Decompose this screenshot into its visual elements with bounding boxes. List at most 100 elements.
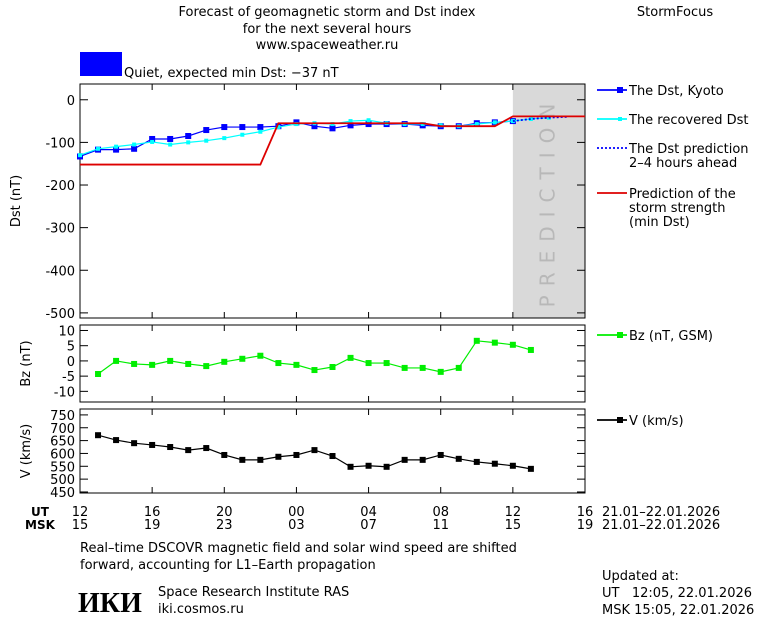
y-tick-label: 0 bbox=[67, 355, 75, 370]
data-point bbox=[491, 339, 498, 346]
data-point bbox=[509, 462, 516, 469]
data-point bbox=[203, 127, 210, 134]
data-point bbox=[276, 125, 281, 130]
legend-label: V (km/s) bbox=[629, 414, 684, 429]
data-point bbox=[257, 456, 264, 463]
legend-label: The Dst prediction bbox=[628, 142, 749, 157]
data-point bbox=[113, 437, 120, 444]
data-point bbox=[114, 144, 119, 149]
data-point bbox=[366, 118, 371, 123]
data-point bbox=[185, 133, 192, 139]
data-point bbox=[527, 346, 534, 353]
data-point bbox=[204, 138, 209, 143]
data-point bbox=[95, 432, 102, 439]
y-tick-label: 500 bbox=[50, 473, 75, 488]
data-point bbox=[258, 129, 263, 134]
y-axis-label: Dst (nT) bbox=[9, 175, 24, 227]
data-point bbox=[311, 123, 318, 130]
data-point bbox=[329, 453, 336, 460]
data-point bbox=[167, 357, 174, 364]
legend-marker bbox=[618, 117, 622, 121]
updated-line: UT 12:05, 22.01.2026 bbox=[602, 586, 752, 601]
data-point bbox=[347, 122, 354, 129]
data-point bbox=[186, 140, 191, 145]
data-point bbox=[311, 447, 318, 454]
data-point bbox=[131, 440, 138, 447]
data-point bbox=[131, 145, 138, 152]
y-tick-label: 700 bbox=[50, 422, 75, 437]
x-tick-label: 20 bbox=[216, 505, 233, 520]
status-swatch bbox=[80, 52, 122, 76]
data-point bbox=[149, 441, 156, 448]
data-point bbox=[528, 116, 533, 121]
x-row-name: MSK bbox=[25, 518, 56, 532]
data-point bbox=[293, 451, 300, 458]
data-point bbox=[455, 455, 462, 462]
data-point bbox=[455, 364, 462, 371]
y-tick-label: -5 bbox=[62, 370, 75, 385]
data-point bbox=[132, 142, 137, 147]
data-point bbox=[437, 368, 444, 375]
data-point bbox=[113, 146, 120, 153]
data-point bbox=[131, 360, 138, 367]
y-tick-label: 750 bbox=[50, 409, 75, 424]
legend-label: Bz (nT, GSM) bbox=[629, 329, 713, 344]
x-tick-label: 11 bbox=[432, 518, 449, 533]
y-tick-label: -10 bbox=[54, 385, 75, 400]
x-tick-label: 12 bbox=[72, 505, 89, 520]
x-date: 21.01–22.01.2026 bbox=[602, 505, 720, 520]
updated-line: MSK 15:05, 22.01.2026 bbox=[602, 603, 754, 618]
data-point bbox=[203, 445, 210, 452]
legend-label: The Dst, Kyoto bbox=[628, 84, 724, 99]
data-point bbox=[348, 119, 353, 124]
y-tick-label: 10 bbox=[58, 324, 75, 339]
x-tick-label: 23 bbox=[216, 518, 233, 533]
data-point bbox=[383, 463, 390, 470]
data-point bbox=[491, 460, 498, 467]
data-point bbox=[275, 453, 282, 460]
data-point bbox=[437, 451, 444, 458]
updated-label: Updated at: bbox=[602, 569, 679, 584]
data-point bbox=[167, 444, 174, 451]
data-point bbox=[221, 451, 228, 458]
x-tick-label: 00 bbox=[288, 505, 305, 520]
data-point bbox=[419, 364, 426, 371]
plot-frame bbox=[79, 83, 586, 319]
site: iki.cosmos.ru bbox=[158, 602, 244, 617]
y-tick-label: -400 bbox=[45, 264, 75, 279]
legend-label: The recovered Dst bbox=[628, 113, 748, 128]
x-tick-label: 07 bbox=[360, 518, 377, 533]
x-tick-label: 12 bbox=[505, 505, 522, 520]
data-point bbox=[78, 153, 82, 158]
plot-frame bbox=[79, 408, 586, 494]
x-tick-label: 15 bbox=[505, 518, 522, 533]
data-point bbox=[311, 367, 318, 374]
data-point bbox=[509, 341, 516, 348]
data-point bbox=[329, 125, 336, 132]
data-point bbox=[365, 360, 372, 367]
data-point bbox=[150, 139, 155, 144]
data-point bbox=[149, 361, 156, 368]
x-row-name: UT bbox=[31, 505, 50, 519]
data-point bbox=[347, 354, 354, 361]
institute: Space Research Institute RAS bbox=[158, 585, 349, 600]
x-tick-label: 04 bbox=[360, 505, 377, 520]
series-line bbox=[80, 115, 585, 166]
data-point bbox=[365, 462, 372, 469]
data-point bbox=[185, 360, 192, 367]
y-tick-label: -300 bbox=[45, 222, 75, 237]
legend-marker bbox=[617, 87, 623, 93]
x-tick-label: 19 bbox=[577, 518, 594, 533]
title-line: for the next several hours bbox=[243, 22, 412, 37]
x-tick-label: 08 bbox=[432, 505, 449, 520]
data-point bbox=[185, 447, 192, 454]
y-tick-label: 650 bbox=[50, 435, 75, 450]
data-point bbox=[401, 456, 408, 463]
logo: ИКИ bbox=[78, 588, 142, 619]
status-text: Quiet, expected min Dst: −37 nT bbox=[124, 66, 339, 81]
data-point bbox=[203, 363, 210, 370]
data-point bbox=[473, 337, 480, 344]
data-point bbox=[401, 364, 408, 371]
